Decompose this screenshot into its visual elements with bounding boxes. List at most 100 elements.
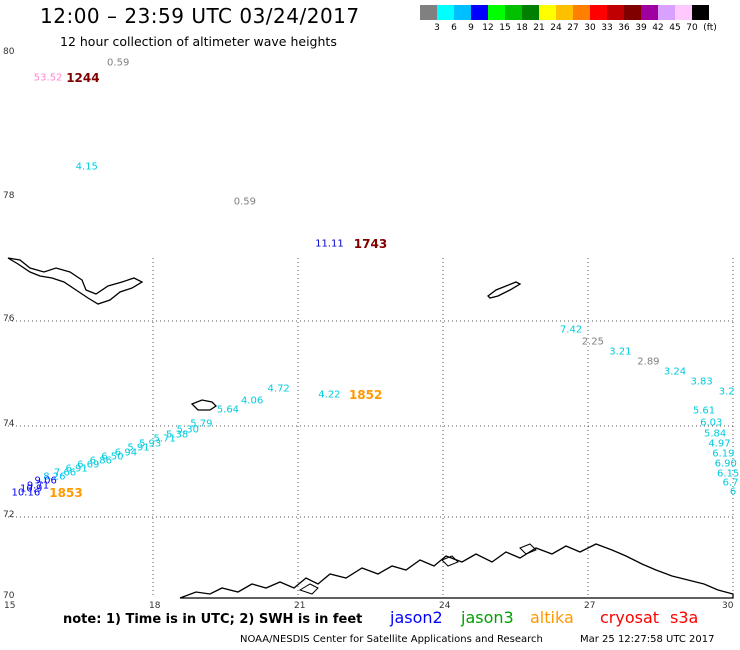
coastline-hopen <box>487 281 522 299</box>
coastline-norway <box>179 543 734 599</box>
color-scale-label: 12 <box>482 23 494 33</box>
coastline-island <box>441 555 459 567</box>
wave-height-observation: 6.03 <box>700 417 723 429</box>
lon-axis-label: 21 <box>294 601 306 611</box>
wave-height-observation: 3.83 <box>690 376 713 388</box>
wave-height-observation: 2.25 <box>581 336 604 348</box>
color-scale-swatch <box>539 5 556 20</box>
wave-height-observation: 10.16 <box>11 487 41 499</box>
wave-height-observation: 4.22 <box>318 389 341 401</box>
coastline-island <box>298 583 319 595</box>
lat-axis-label: 74 <box>3 419 15 429</box>
wave-height-observation: 5.61 <box>692 405 716 417</box>
lat-axis-label: 72 <box>3 510 15 520</box>
map-title: 12:00 – 23:59 UTC 03/24/2017 <box>40 4 360 28</box>
wave-height-observation: 0.59 <box>233 196 256 208</box>
lon-axis-label: 15 <box>4 601 16 611</box>
color-scale-swatch <box>692 5 709 20</box>
wave-height-observation: 11.11 <box>315 238 344 250</box>
color-scale-swatch <box>437 5 454 20</box>
wave-height-observation: 3.2 <box>718 386 735 398</box>
color-scale-label: 9 <box>468 23 474 33</box>
wave-height-observation: 53.52 <box>33 72 63 84</box>
wave-height-observation: 6.86 <box>89 455 112 467</box>
coastline-island <box>519 543 537 555</box>
units-note: note: 1) Time is in UTC; 2) SWH is in fe… <box>63 612 363 627</box>
color-scale-label: 15 <box>499 23 511 33</box>
lon-axis-label: 24 <box>439 601 451 611</box>
color-scale-label: 27 <box>567 23 579 33</box>
wave-height-observation: 9.06 <box>34 475 57 487</box>
wave-height-observation: 4.06 <box>240 395 264 407</box>
wave-height-observation: 7.42 <box>559 324 583 336</box>
lon-axis-label: 30 <box>722 601 734 611</box>
wave-height-observation: 4.97 <box>708 438 731 450</box>
color-scale-swatch <box>641 5 658 20</box>
color-scale-swatch <box>505 5 522 20</box>
wave-height-observation: 7.66 <box>53 467 77 479</box>
color-scale-label: 33 <box>601 23 613 33</box>
coastline-svalbard <box>7 257 144 305</box>
wave-height-observation: 5.30 <box>176 424 199 436</box>
wave-height-observation: 4.72 <box>267 383 290 395</box>
wave-height-observation: 6.90 <box>714 458 737 470</box>
color-scale-swatch <box>488 5 505 20</box>
lat-axis-label: 78 <box>3 191 15 201</box>
color-scale-swatch <box>471 5 488 20</box>
color-scale-label: 30 <box>584 23 596 33</box>
wave-height-observation: 5.38 <box>166 429 189 441</box>
wave-height-observation: 3.21 <box>609 346 632 358</box>
credit-line: NOAA/NESDIS Center for Satellite Applica… <box>240 634 543 645</box>
pass-time-label: 1853 <box>49 486 83 501</box>
wave-height-observation: 6.94 <box>114 447 138 459</box>
color-scale-label: 42 <box>652 23 664 33</box>
pass-time-label: 1244 <box>66 70 100 85</box>
wave-height-observation: 4.15 <box>75 161 98 173</box>
wave-height-observation: 5.91 <box>127 442 150 454</box>
color-scale-swatch <box>675 5 692 20</box>
color-scale-unit: (ft) <box>703 23 717 33</box>
color-scale-swatch <box>420 5 437 20</box>
color-scale-swatch <box>454 5 471 20</box>
wave-height-observation: 2.89 <box>637 356 660 368</box>
color-scale-label: 70 <box>686 23 698 33</box>
lon-axis-label: 18 <box>149 601 161 611</box>
wave-height-observation: 6.19 <box>712 448 735 460</box>
satellite-legend-entry: cryosat <box>600 608 660 627</box>
color-scale-swatch <box>522 5 539 20</box>
wave-height-observation: 3.24 <box>663 366 687 378</box>
wave-height-observation: 5.71 <box>153 433 176 445</box>
pass-time-label: 1852 <box>348 388 383 403</box>
wave-height-observation: 6.69 <box>77 459 100 471</box>
wave-height-observation: 9.71 <box>26 480 50 492</box>
color-scale-label: 45 <box>669 23 681 33</box>
lat-axis-label: 70 <box>3 591 15 601</box>
color-scale-swatch <box>658 5 675 20</box>
wave-height-observation: 5.84 <box>703 428 727 440</box>
lat-axis-label: 80 <box>3 47 15 57</box>
color-scale-label: 6 <box>451 23 457 33</box>
color-scale-label: 39 <box>635 23 647 33</box>
color-scale-label: 21 <box>533 23 545 33</box>
wave-height-observation: 6.15 <box>717 468 740 480</box>
wave-height-observation: 8.26 <box>43 471 66 483</box>
satellite-legend-entry: altika <box>530 608 574 627</box>
color-scale-swatch <box>590 5 607 20</box>
satellite-legend-entry: jason3 <box>461 608 514 627</box>
wave-height-observation: 5.64 <box>216 404 240 416</box>
color-scale-label: 18 <box>516 23 528 33</box>
wave-height-observation: 6.91 <box>65 463 88 475</box>
wave-height-observation: 0.59 <box>107 57 130 69</box>
color-scale-label: 3 <box>434 23 440 33</box>
satellite-legend-entry: jason2 <box>390 608 443 627</box>
pass-time-label: 1743 <box>353 237 388 252</box>
lat-axis-label: 76 <box>3 314 15 324</box>
wave-height-observation: 5.79 <box>190 418 213 430</box>
color-scale-swatch <box>573 5 590 20</box>
wave-height-observation: 6.7 <box>722 477 739 489</box>
map-subtitle: 12 hour collection of altimeter wave hei… <box>60 34 337 49</box>
satellite-legend-entry: s3a <box>670 608 699 627</box>
wave-height-observation: 5.93 <box>138 438 162 450</box>
generated-timestamp: Mar 25 12:27:58 UTC 2017 <box>580 634 715 645</box>
